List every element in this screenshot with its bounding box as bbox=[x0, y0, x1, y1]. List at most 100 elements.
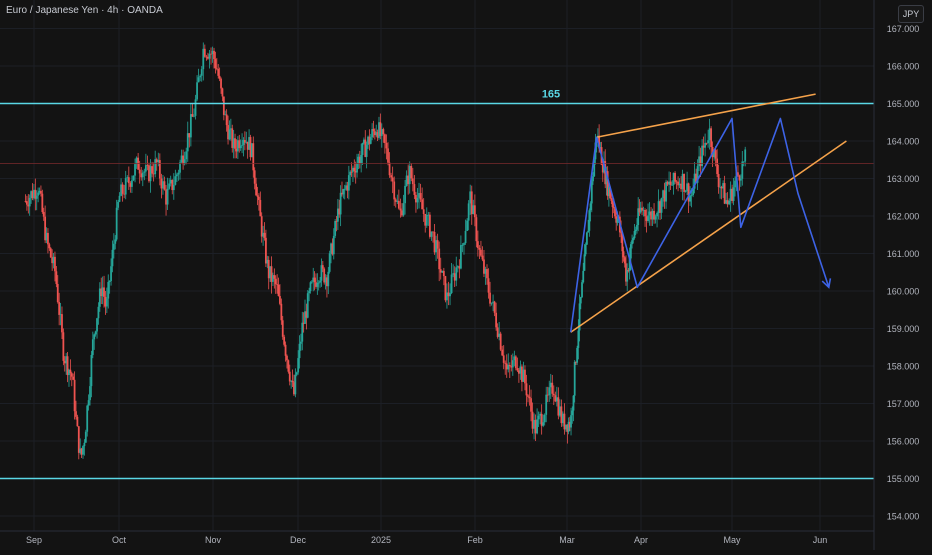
candle-body bbox=[586, 232, 588, 245]
candle-body bbox=[305, 311, 308, 318]
candle-body bbox=[255, 183, 257, 196]
candle-body bbox=[447, 292, 450, 297]
candle-body bbox=[301, 322, 304, 342]
candle-body bbox=[146, 165, 149, 166]
candle-body bbox=[645, 216, 648, 221]
candle-body bbox=[660, 198, 663, 213]
candle-body bbox=[42, 212, 45, 217]
candle-body bbox=[632, 238, 635, 241]
candle-body bbox=[446, 292, 448, 301]
candle-body bbox=[554, 395, 557, 402]
candle-body bbox=[302, 322, 305, 324]
candle-body bbox=[324, 277, 327, 283]
level-label: 165 bbox=[542, 89, 560, 101]
candle-body bbox=[681, 173, 684, 190]
candle-body bbox=[483, 259, 485, 274]
candle-body bbox=[615, 216, 618, 223]
candle-body bbox=[163, 181, 166, 190]
candle-body bbox=[345, 185, 347, 189]
candle-body bbox=[127, 177, 130, 184]
candle-body bbox=[701, 145, 704, 167]
candle-body bbox=[625, 263, 627, 282]
candle-body bbox=[196, 82, 198, 100]
candle-body bbox=[582, 270, 585, 283]
candle-body bbox=[391, 177, 394, 182]
candle-body bbox=[168, 183, 171, 189]
candle-body bbox=[310, 281, 313, 283]
candle-body bbox=[380, 129, 383, 136]
candle-body bbox=[567, 421, 570, 432]
candle-body bbox=[328, 253, 331, 272]
candle-body bbox=[514, 356, 517, 369]
candle-body bbox=[719, 186, 722, 188]
candle-body bbox=[239, 145, 242, 149]
candle-body bbox=[490, 302, 493, 304]
candle-body bbox=[135, 157, 138, 165]
candle-body bbox=[179, 162, 181, 173]
candle-body bbox=[220, 78, 222, 89]
candle-body bbox=[722, 183, 725, 189]
candle-body bbox=[528, 396, 531, 399]
candle-body bbox=[80, 448, 83, 455]
candle-body bbox=[101, 287, 104, 297]
candle-body bbox=[390, 175, 393, 178]
candle-body bbox=[402, 203, 405, 216]
candle-body bbox=[430, 231, 433, 237]
candle-body bbox=[144, 165, 147, 172]
candle-body bbox=[191, 114, 194, 117]
candle-body bbox=[612, 207, 615, 209]
y-tick-label: 156.000 bbox=[887, 437, 920, 447]
candle-body bbox=[716, 158, 719, 175]
candle-body bbox=[473, 205, 476, 218]
candle-body bbox=[593, 159, 596, 177]
x-tick-label: Jun bbox=[813, 535, 828, 545]
candle-body bbox=[717, 174, 720, 188]
currency-button[interactable]: JPY bbox=[898, 5, 924, 23]
candle-body bbox=[177, 172, 180, 175]
candle-body bbox=[360, 154, 363, 164]
candle-body bbox=[197, 77, 200, 83]
candle-body bbox=[663, 190, 666, 202]
candle-body bbox=[330, 243, 332, 254]
candle-body bbox=[252, 143, 255, 171]
candle-body bbox=[731, 188, 734, 201]
candle-body bbox=[475, 217, 478, 242]
candle-body bbox=[455, 267, 458, 281]
candle-body bbox=[695, 173, 698, 183]
candle-body bbox=[55, 271, 58, 284]
candle-body bbox=[222, 96, 225, 115]
candle-body bbox=[294, 374, 297, 395]
candle-body bbox=[241, 144, 243, 146]
candle-body bbox=[511, 360, 514, 368]
candle-body bbox=[421, 199, 424, 210]
candle-body bbox=[267, 259, 270, 279]
candle-body bbox=[72, 376, 75, 380]
x-tick-label: Apr bbox=[634, 535, 648, 545]
y-tick-label: 158.000 bbox=[887, 362, 920, 372]
candle-body bbox=[669, 181, 672, 185]
candle-body bbox=[464, 230, 467, 244]
candle-body bbox=[186, 133, 189, 152]
candle-body bbox=[737, 172, 739, 176]
candle-body bbox=[90, 354, 93, 387]
candle-body bbox=[659, 201, 661, 213]
y-tick-label: 155.000 bbox=[887, 474, 920, 484]
candle-body bbox=[215, 68, 218, 70]
candle-body bbox=[93, 334, 96, 340]
candle-body bbox=[599, 147, 602, 149]
candle-body bbox=[572, 395, 575, 411]
candle-body bbox=[565, 424, 567, 430]
y-tick-label: 160.000 bbox=[887, 287, 920, 297]
candle-body bbox=[227, 125, 229, 140]
candle-body bbox=[97, 306, 100, 319]
candle-body bbox=[537, 415, 540, 420]
candle-body bbox=[91, 339, 94, 355]
candle-body bbox=[56, 283, 59, 303]
candle-body bbox=[657, 201, 660, 214]
candle-body bbox=[65, 356, 68, 364]
candle-body bbox=[372, 129, 375, 132]
candle-body bbox=[436, 240, 439, 249]
candle-body bbox=[521, 366, 523, 382]
